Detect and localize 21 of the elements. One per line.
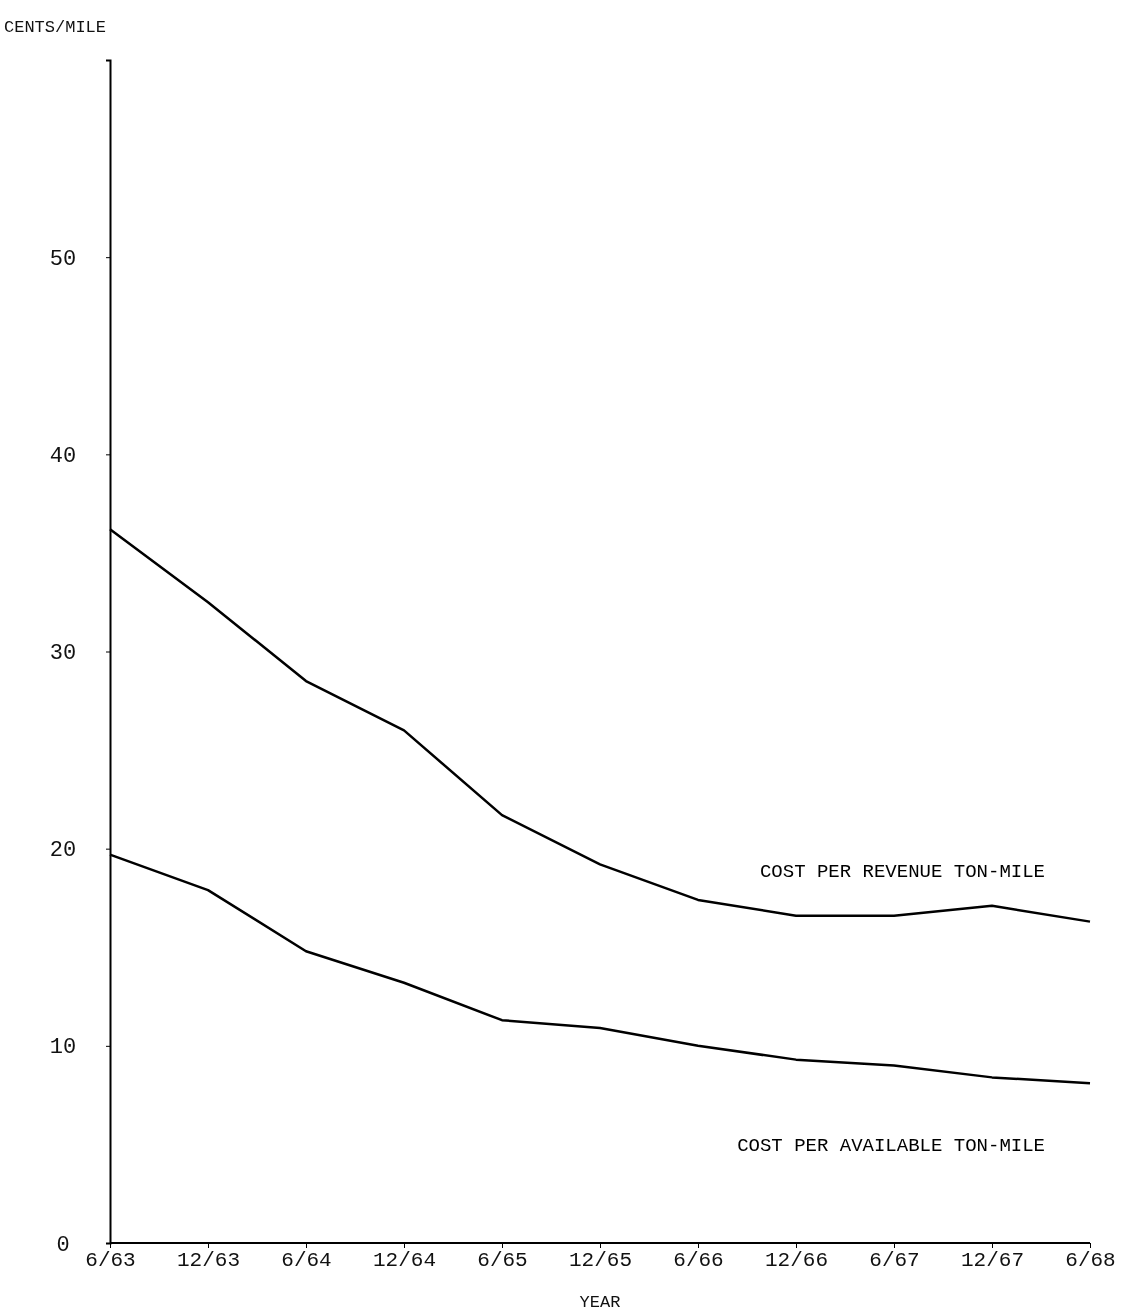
x-tick-label: 6/68 bbox=[1065, 1248, 1116, 1272]
x-tick-label: 6/67 bbox=[869, 1248, 920, 1272]
x-axis-title: YEAR bbox=[579, 1293, 621, 1312]
y-tick-label: 30 bbox=[49, 641, 77, 667]
x-tick-label: 6/65 bbox=[477, 1248, 528, 1272]
x-tick-label: 12/63 bbox=[176, 1248, 241, 1272]
y-tick-label: 20 bbox=[49, 838, 77, 864]
y-tick-label: 10 bbox=[49, 1035, 77, 1061]
x-tick-label: 12/67 bbox=[960, 1248, 1025, 1272]
series-label: COST PER REVENUE TON-MILE bbox=[759, 860, 1045, 883]
x-tick-label: 12/65 bbox=[568, 1248, 633, 1272]
y-axis-title: CENTS/MILE bbox=[4, 18, 107, 37]
text: COST PER AVAILABLE TON-MILE bbox=[737, 1135, 1045, 1158]
y-tick-label: 40 bbox=[49, 443, 77, 469]
x-tick-label: 6/63 bbox=[85, 1248, 136, 1272]
x-tick-label: 12/64 bbox=[372, 1248, 437, 1272]
x-tick-label: 6/66 bbox=[673, 1248, 724, 1272]
y-tick-label: 0 bbox=[56, 1232, 70, 1258]
x-tick-label: 6/64 bbox=[281, 1248, 332, 1272]
y-tick-label: 50 bbox=[49, 246, 77, 272]
x-tick-label: 12/66 bbox=[764, 1248, 829, 1272]
